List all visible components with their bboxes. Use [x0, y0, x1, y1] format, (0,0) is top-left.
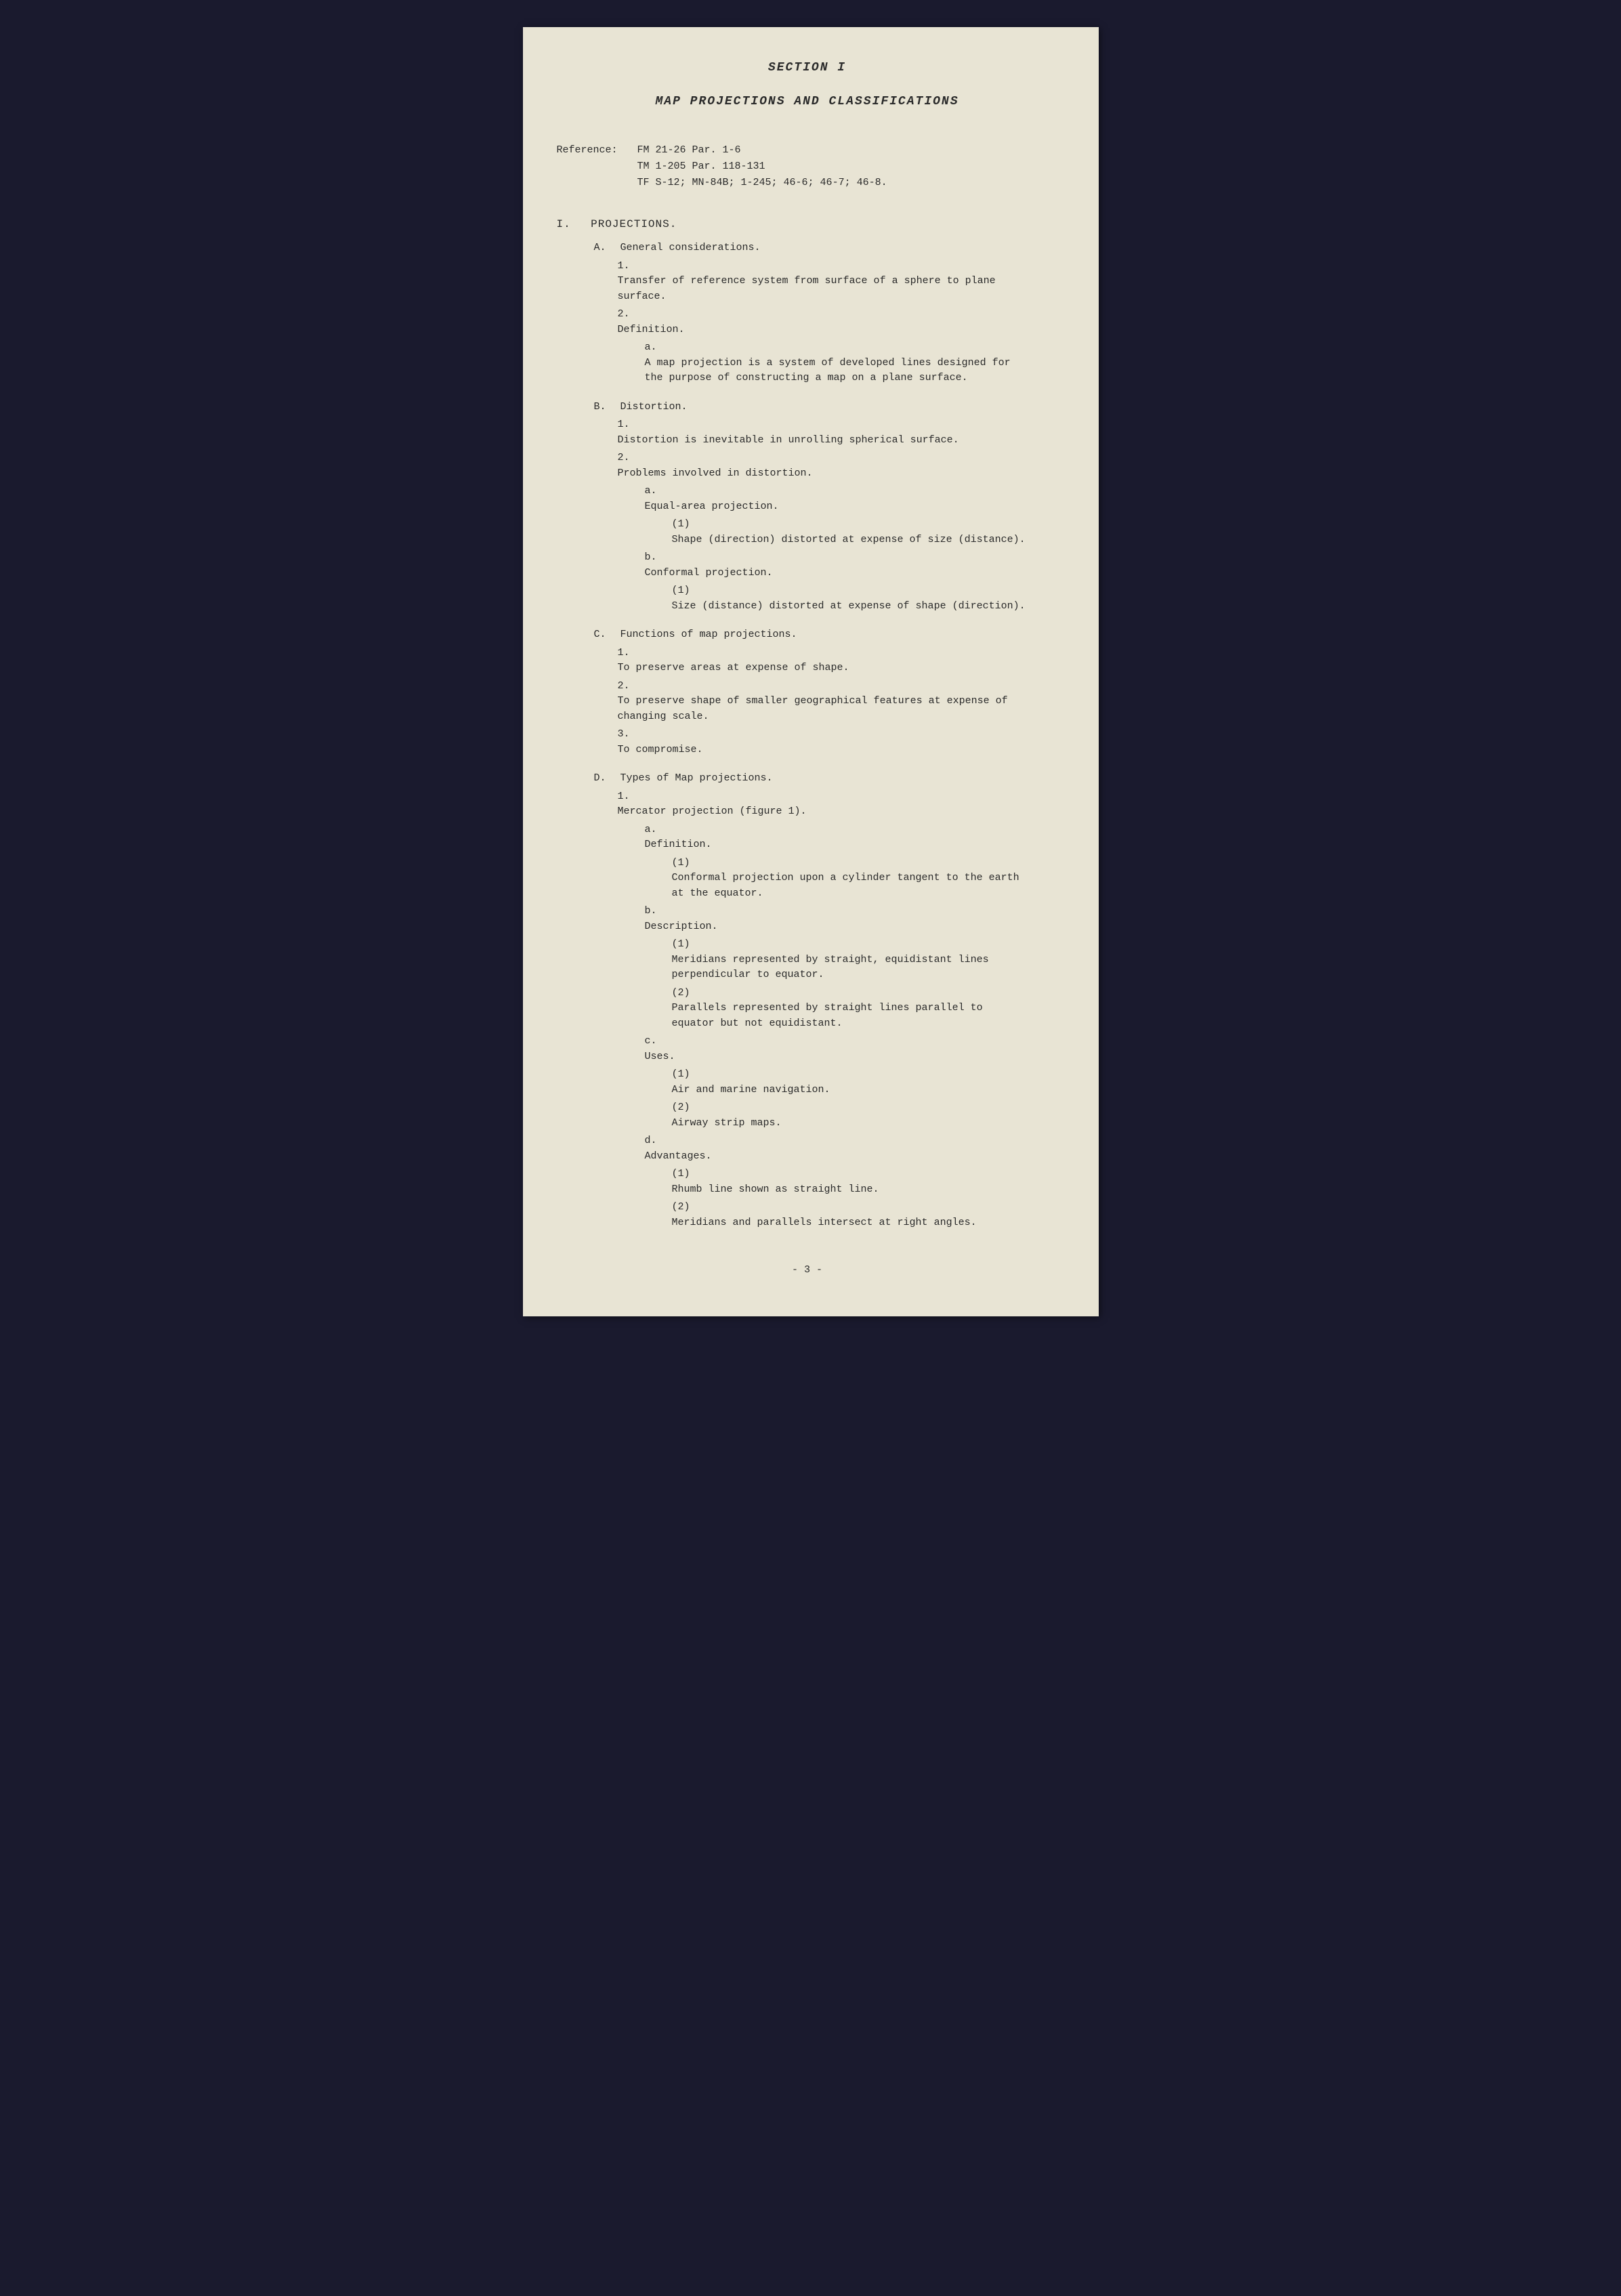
reference-line-2: TM 1-205 Par. 118-131 — [637, 161, 765, 172]
paren-label: (2) — [672, 986, 696, 1001]
paren-text: Air and marine navigation. — [672, 1083, 1031, 1098]
sub-label: b. — [645, 904, 665, 919]
num-label: 1. — [618, 259, 638, 274]
subsection-a: A. General considerations. 1. Transfer o… — [557, 241, 1058, 386]
num-text: Transfer of reference system from surfac… — [618, 274, 1034, 304]
letter-label: B. — [594, 400, 614, 415]
paren-label: (1) — [672, 1067, 696, 1083]
paren-label: (1) — [672, 1167, 696, 1182]
sub-label: c. — [645, 1034, 665, 1049]
num-label: 1. — [618, 646, 638, 661]
paren-label: (1) — [672, 937, 696, 953]
letter-title: Distortion. — [620, 401, 688, 413]
document-page: SECTION I MAP PROJECTIONS AND CLASSIFICA… — [523, 27, 1099, 1316]
num-text: Distortion is inevitable in unrolling sp… — [618, 433, 1034, 448]
paren-text: Airway strip maps. — [672, 1116, 1031, 1131]
letter-label: A. — [594, 241, 614, 256]
num-text: Problems involved in distortion. — [618, 466, 1034, 482]
num-text: To preserve shape of smaller geographica… — [618, 694, 1034, 724]
subsection-b: B. Distortion. 1. Distortion is inevitab… — [557, 400, 1058, 614]
paren-text: Shape (direction) distorted at expense o… — [672, 533, 1031, 548]
paren-text: Meridians and parallels intersect at rig… — [672, 1215, 1031, 1231]
letter-label: D. — [594, 771, 614, 787]
sub-label: a. — [645, 340, 665, 356]
num-label: 3. — [618, 727, 638, 743]
reference-block: Reference: FM 21-26 Par. 1-6 TM 1-205 Pa… — [557, 142, 1058, 191]
num-label: 2. — [618, 451, 638, 466]
sub-label: a. — [645, 484, 665, 499]
num-text: To compromise. — [618, 743, 1034, 758]
subsection-d: D. Types of Map projections. 1. Mercator… — [557, 771, 1058, 1230]
paren-text: Size (distance) distorted at expense of … — [672, 599, 1031, 614]
sub-text: Description. — [645, 919, 1034, 935]
num-label: 1. — [618, 789, 638, 805]
letter-title: Types of Map projections. — [620, 772, 773, 784]
letter-label: C. — [594, 627, 614, 643]
paren-label: (2) — [672, 1200, 696, 1215]
sub-label: d. — [645, 1133, 665, 1149]
paren-label: (1) — [672, 517, 696, 533]
paren-text: Parallels represented by straight lines … — [672, 1001, 1031, 1031]
sub-text: Definition. — [645, 837, 1034, 853]
section-title: SECTION I — [557, 61, 1058, 75]
reference-line-1: FM 21-26 Par. 1-6 — [637, 144, 741, 156]
page-number: - 3 - — [557, 1264, 1058, 1276]
subsection-c: C. Functions of map projections. 1. To p… — [557, 627, 1058, 757]
num-label: 2. — [618, 679, 638, 694]
num-text: To preserve areas at expense of shape. — [618, 661, 1034, 676]
reference-content: FM 21-26 Par. 1-6 TM 1-205 Par. 118-131 … — [637, 142, 887, 191]
sub-text: Advantages. — [645, 1149, 1034, 1165]
num-text: Mercator projection (figure 1). — [618, 804, 1034, 820]
paren-label: (1) — [672, 583, 696, 599]
sub-text: Equal-area projection. — [645, 499, 1034, 515]
paren-label: (1) — [672, 856, 696, 871]
letter-title: General considerations. — [620, 242, 761, 253]
paren-text: Conformal projection upon a cylinder tan… — [672, 871, 1031, 901]
paren-label: (2) — [672, 1100, 696, 1116]
sub-text: A map projection is a system of develope… — [645, 356, 1034, 386]
sub-text: Uses. — [645, 1049, 1034, 1065]
main-title: MAP PROJECTIONS AND CLASSIFICATIONS — [557, 95, 1058, 108]
sub-text: Conformal projection. — [645, 566, 1034, 581]
num-label: 1. — [618, 417, 638, 433]
num-label: 2. — [618, 307, 638, 322]
sub-label: b. — [645, 550, 665, 566]
section-heading-text: PROJECTIONS. — [591, 218, 677, 230]
section-heading: I. PROJECTIONS. — [557, 218, 1058, 230]
letter-title: Functions of map projections. — [620, 629, 797, 640]
paren-text: Rhumb line shown as straight line. — [672, 1182, 1031, 1198]
reference-line-3: TF S-12; MN-84B; 1-245; 46-6; 46-7; 46-8… — [637, 177, 887, 188]
reference-label: Reference: — [557, 142, 631, 159]
paren-text: Meridians represented by straight, equid… — [672, 953, 1031, 983]
roman-numeral: I. — [557, 218, 584, 230]
sub-label: a. — [645, 822, 665, 838]
num-text: Definition. — [618, 322, 1034, 338]
